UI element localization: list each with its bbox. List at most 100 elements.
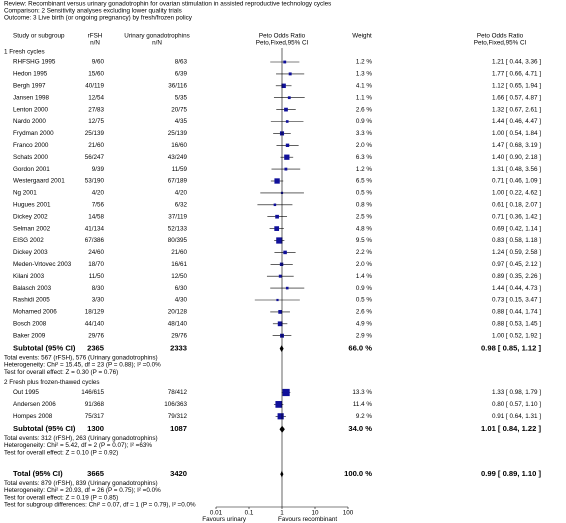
study-square [273,203,277,207]
effect-ci: 1.00 [ 0.22, 4.62 ] [492,190,541,197]
study-square [279,262,284,267]
favours-left: Favours urinary [202,516,247,523]
weight: 4.1 % [356,82,373,89]
weight: 66.0 % [348,344,372,353]
effect-ci: 1.44 [ 0.46, 4.47 ] [492,118,541,125]
weight: 1.2 % [356,166,373,173]
study-square [275,401,283,408]
weight: 1.3 % [356,71,373,78]
ctrl-events: 106/363 [164,401,187,408]
weight: 0.8 % [356,201,373,208]
comparison: Comparison: 2 Sensitivity analyses exclu… [4,8,182,15]
weight: 2.2 % [356,249,373,256]
effect-ci: 1.31 [ 0.48, 3.56 ] [492,166,541,173]
exp-events: 4/20 [92,190,105,197]
ctrl-events: 37/119 [168,213,187,220]
exp-events: 3/30 [92,297,105,304]
study-name: EISG 2002 [13,237,44,244]
effect-ci: 0.71 [ 0.46, 1.09 ] [492,178,541,185]
weight: 2.6 % [356,106,373,113]
study-name: RHFSHG 1995 [13,59,56,66]
ctrl-events: 48/140 [168,320,188,327]
ctrl-events: 6/32 [175,201,188,208]
ctrl-events: 8/63 [175,59,188,66]
weight: 2.9 % [356,332,373,339]
exp-events: 29/76 [88,332,104,339]
study-square [284,167,288,171]
study-name: Mohamed 2006 [13,309,57,316]
outcome: Outcome: 3 Live birth (or ongoing pregna… [4,15,193,22]
study-square [276,298,279,302]
study-square [275,214,279,219]
effect-ci: 1.33 [ 0.98, 1.79 ] [492,389,541,396]
col-study: Study or subgroup [13,33,65,40]
study-square [285,120,289,123]
ctrl-events: 11/59 [172,166,188,173]
weight: 6.5 % [356,178,373,185]
weight: 100.0 % [344,469,372,478]
exp-total: 1300 [87,424,104,433]
col-effect-method: Peto,Fixed,95% CI [474,40,527,47]
exp-events: 75/317 [85,413,105,420]
ctrl-events: 80/395 [168,237,188,244]
weight: 0.5 % [356,190,373,197]
effect-ci: 1.32 [ 0.67, 2.61 ] [492,106,541,113]
summary-diamond [279,345,284,353]
weight: 9.5 % [356,237,373,244]
study-square [277,321,283,327]
study-name: Jansen 1998 [13,94,50,101]
ctrl-events: 25/139 [168,130,188,137]
study-square [284,154,290,160]
ctrl-events: 4/35 [175,118,188,125]
study-name: Out 1995 [13,389,39,396]
study-square [274,178,280,184]
weight: 3.3 % [356,130,373,137]
effect-ci: 1.21 [ 0.44, 3.36 ] [492,59,541,66]
study-square [283,250,287,255]
col-plot-method: Peto,Fixed,95% CI [256,40,309,47]
effect-ci: 0.88 [ 0.53, 1.45 ] [492,320,541,327]
study-square [287,96,291,100]
weight: 34.0 % [348,424,372,433]
exp-events: 9/39 [92,166,105,173]
study-square [288,72,292,76]
col-weight: Weight [352,33,372,40]
ctrl-events: 21/60 [171,249,187,256]
note: Heterogeneity: Chi² = 15.45, df = 23 (P … [4,362,161,369]
study-name: Dickey 2003 [13,249,48,256]
exp-events: 146/615 [81,389,104,396]
weight: 1.2 % [356,59,373,66]
study-name: Gordon 2001 [13,166,50,173]
effect-ci: 0.89 [ 0.35, 2.26 ] [492,273,541,280]
weight: 2.0 % [356,142,373,149]
exp-events: 18/70 [88,261,104,268]
summary-label: Subtotal (95% CI) [13,344,76,353]
effect-ci: 0.91 [ 0.64, 1.31 ] [492,413,541,420]
exp-events: 41/134 [85,225,105,232]
exp-events: 12/75 [88,118,104,125]
study-square [274,226,280,231]
x-tick-label: 10 [311,510,319,517]
study-name: Rashidi 2005 [13,297,50,304]
x-tick-label: 1 [280,510,284,517]
exp-events: 15/60 [88,71,104,78]
subgroup-title: 2 Fresh plus frozen-thawed cycles [4,379,100,386]
ctrl-events: 16/60 [171,142,187,149]
ctrl-events: 12/50 [171,273,187,280]
study-name: Nardo 2000 [13,118,46,125]
effect-ci: 0.61 [ 0.18, 2.07 ] [492,201,541,208]
effect-ci: 0.71 [ 0.36, 1.42 ] [492,213,541,220]
study-square [281,83,286,89]
effect-ci: 1.12 [ 0.65, 1.94 ] [492,82,541,89]
effect-ci: 1.77 [ 0.66, 4.71 ] [492,71,541,78]
note: Test for overall effect: Z = 0.10 (P = 0… [4,449,118,456]
effect-ci: 0.98 [ 0.85, 1.12 ] [481,344,541,353]
study-name: Meden-Vrtovec 2003 [13,261,72,268]
exp-events: 12/54 [88,94,104,101]
x-tick-label: 100 [343,510,354,517]
ctrl-total: 1087 [170,424,187,433]
exp-events: 7/56 [92,201,105,208]
effect-ci: 1.00 [ 0.54, 1.84 ] [492,130,541,137]
col-ctrl-unit: n/N [152,40,162,47]
effect-ci: 1.01 [ 0.84, 1.22 ] [481,424,541,433]
